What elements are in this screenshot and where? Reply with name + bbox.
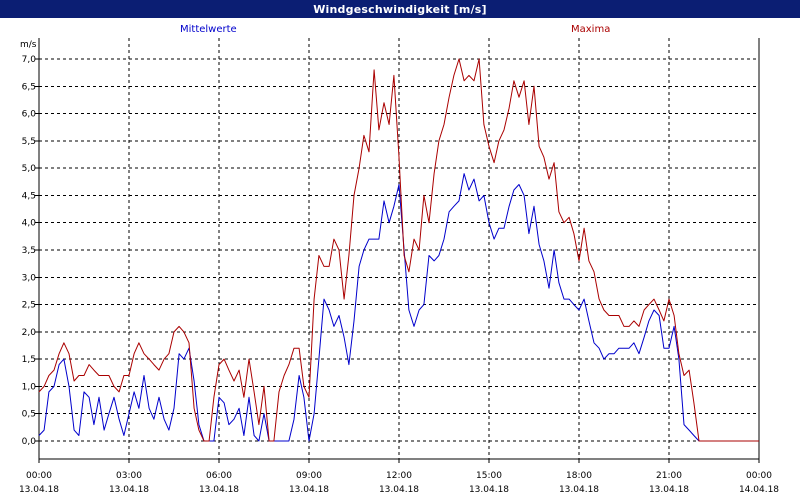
grid-lines <box>39 38 759 459</box>
x-tick-date: 13.04.18 <box>19 485 59 495</box>
y-tick-label: 2,0 <box>22 328 37 338</box>
x-tick-time: 00:00 <box>746 471 772 481</box>
x-tick-date: 14.04.18 <box>739 485 779 495</box>
y-tick-label: 2,5 <box>22 301 36 311</box>
window-title: Windgeschwindigkeit [m/s] <box>0 0 800 18</box>
series-line-mittelwerte <box>38 173 759 442</box>
tick-labels: 0,0 0,5 1,0 1,5 2,0 2,5 3,0 3,5 4,0 4,5 5,0 5,5 6,0 6… <box>19 55 779 495</box>
y-tick-label: 0,0 <box>22 437 37 447</box>
x-tick-date: 13.04.18 <box>289 485 329 495</box>
y-tick-label: 4,5 <box>22 191 36 201</box>
y-tick-label: 5,0 <box>22 164 37 174</box>
x-tick-date: 13.04.18 <box>559 485 599 495</box>
y-tick-label: 4,0 <box>22 219 37 229</box>
y-tick-label: 6,0 <box>22 110 37 120</box>
x-tick-date: 13.04.18 <box>199 485 239 495</box>
x-tick-date: 13.04.18 <box>649 485 689 495</box>
y-tick-label: 7,0 <box>22 55 37 65</box>
x-tick-date: 13.04.18 <box>109 485 149 495</box>
x-tick-time: 21:00 <box>656 471 682 481</box>
series-lines <box>38 58 759 442</box>
y-tick-label: 1,0 <box>22 382 37 392</box>
x-tick-time: 06:00 <box>206 471 232 481</box>
y-tick-label: 5,5 <box>22 137 36 147</box>
x-tick-time: 03:00 <box>116 471 142 481</box>
x-tick-time: 00:00 <box>26 471 52 481</box>
series-line-maxima <box>38 58 759 442</box>
x-tick-date: 13.04.18 <box>469 485 509 495</box>
x-tick-time: 09:00 <box>296 471 322 481</box>
axes <box>35 38 760 463</box>
y-tick-label: 1,5 <box>22 355 36 365</box>
y-tick-label: 6,5 <box>22 82 36 92</box>
y-tick-label: 0,5 <box>22 410 36 420</box>
y-tick-label: 3,5 <box>22 246 36 256</box>
x-tick-time: 12:00 <box>386 471 412 481</box>
x-tick-date: 13.04.18 <box>379 485 419 495</box>
y-axis-unit: m/s <box>20 40 37 50</box>
y-tick-label: 3,0 <box>22 273 37 283</box>
x-tick-time: 15:00 <box>476 471 502 481</box>
legend-maxima: Maxima <box>571 24 611 35</box>
legend-mittelwerte: Mittelwerte <box>180 24 237 35</box>
x-tick-time: 18:00 <box>566 471 592 481</box>
